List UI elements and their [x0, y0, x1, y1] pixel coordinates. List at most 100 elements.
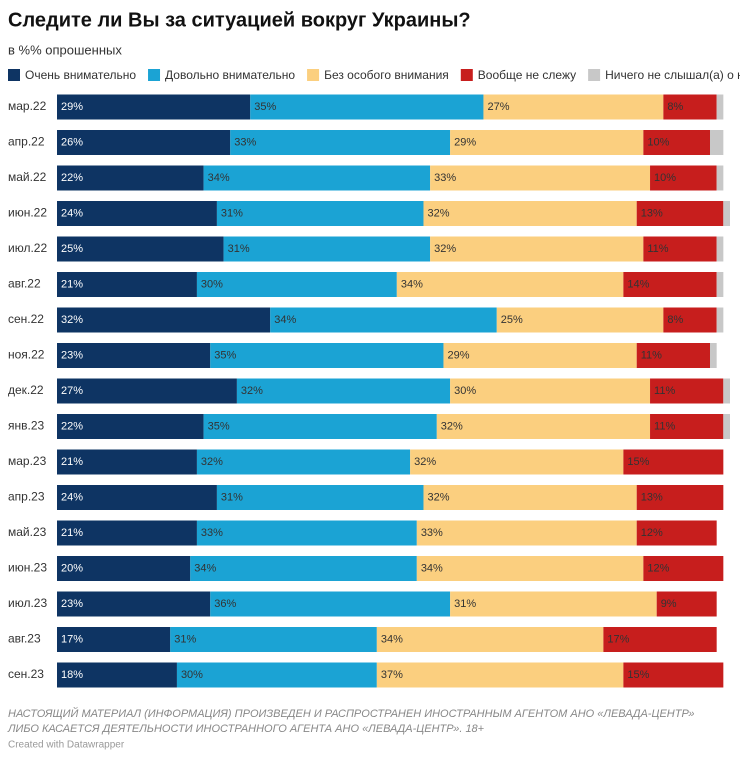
legend-label: Ничего не слышал(а) о ней: [605, 68, 740, 82]
bar-segment: [376, 627, 604, 652]
data-label: 11%: [654, 420, 675, 432]
data-label: 34%: [208, 172, 230, 184]
bar-segment: [723, 414, 730, 439]
bar-segment: [57, 520, 197, 546]
bar-segment: [496, 307, 664, 333]
bar-segment: [416, 520, 637, 546]
data-label: 33%: [201, 527, 223, 539]
data-label: 34%: [401, 278, 423, 290]
bar-segment: [176, 662, 377, 688]
legend-swatch: [148, 69, 161, 81]
bar-segment: [623, 272, 717, 297]
legend-label: Без особого внимания: [324, 68, 449, 82]
bar-segment: [450, 130, 644, 155]
data-label: 15%: [627, 456, 649, 468]
data-label: 18%: [61, 669, 83, 681]
bar-segment: [57, 94, 251, 120]
bar-segment: [450, 591, 657, 617]
bar-segment: [623, 449, 724, 475]
bar-segment: [716, 94, 724, 120]
data-label: 23%: [61, 598, 83, 610]
bar-segment: [716, 307, 724, 333]
data-label: 31%: [228, 243, 250, 255]
data-label: 8%: [667, 101, 683, 113]
bar-segment: [57, 591, 211, 617]
bar-segment: [656, 591, 717, 617]
data-label: 34%: [274, 314, 296, 326]
legend-label: Очень внимательно: [25, 68, 136, 82]
bar-segment: [57, 485, 217, 510]
y-tick-label: июл.22: [8, 241, 47, 255]
data-label: 29%: [447, 349, 469, 361]
data-label: 34%: [194, 562, 216, 574]
y-tick-label: апр.22: [8, 135, 45, 149]
bar-segment: [716, 165, 724, 191]
legend-swatch: [8, 69, 20, 81]
bar-segment: [57, 307, 271, 333]
bar-segment: [210, 343, 444, 368]
bar-segment: [376, 662, 624, 688]
data-label: 31%: [174, 633, 196, 645]
data-label: 27%: [61, 385, 83, 397]
data-label: 35%: [208, 420, 230, 432]
data-label: 33%: [234, 136, 256, 148]
y-tick-label: дек.22: [8, 383, 44, 397]
data-label: 35%: [254, 101, 276, 113]
data-label: 32%: [441, 420, 463, 432]
data-label: 30%: [454, 385, 476, 397]
y-tick-label: июн.23: [8, 561, 47, 575]
bar-segment: [57, 556, 191, 581]
bar-segment: [57, 236, 224, 262]
bar-segment: [57, 627, 171, 652]
bar-segment: [723, 378, 730, 404]
bar-segment: [636, 485, 724, 510]
y-tick-label: июл.23: [8, 596, 47, 610]
data-label: 13%: [641, 207, 663, 219]
data-label: 32%: [414, 456, 436, 468]
chart-subtitle: в %% опрошенных: [8, 42, 122, 57]
data-label: 30%: [201, 278, 223, 290]
y-tick-label: авг.23: [8, 632, 41, 646]
bar-segment: [170, 627, 377, 652]
bar-segment: [663, 94, 717, 120]
data-label: 21%: [61, 456, 83, 468]
data-label: 8%: [667, 314, 683, 326]
y-tick-label: май.23: [8, 525, 47, 539]
bar-segment: [236, 378, 451, 404]
data-label: 26%: [61, 136, 83, 148]
bar-segment: [636, 520, 717, 546]
bar-segment: [216, 201, 424, 226]
bar-segment: [216, 485, 424, 510]
y-tick-label: сен.23: [8, 667, 44, 681]
bar-segment: [423, 485, 637, 510]
bar-segment: [203, 165, 431, 191]
bar-segment: [710, 130, 724, 155]
bar-segment: [270, 307, 497, 333]
data-label: 32%: [61, 314, 83, 326]
bar-segment: [650, 414, 724, 439]
data-label: 22%: [61, 172, 83, 184]
data-label: 9%: [661, 598, 677, 610]
y-tick-label: июн.22: [8, 206, 47, 220]
data-label: 21%: [61, 278, 83, 290]
bar-segment: [57, 414, 204, 439]
bar-segment: [650, 378, 724, 404]
data-label: 10%: [654, 172, 676, 184]
bar-segment: [57, 130, 231, 155]
y-tick-label: янв.23: [8, 419, 45, 433]
bar-segment: [723, 201, 730, 226]
bar-segment: [710, 343, 717, 368]
bar-segment: [643, 130, 711, 155]
data-label: 30%: [181, 669, 203, 681]
data-label: 31%: [454, 598, 476, 610]
data-label: 33%: [434, 172, 456, 184]
legend-label: Довольно внимательно: [165, 68, 295, 82]
data-label: 11%: [641, 349, 662, 361]
bar-segment: [483, 94, 664, 120]
bar-segment: [636, 343, 711, 368]
bar-segment: [450, 378, 651, 404]
bar-segment: [650, 165, 717, 191]
bar-segment: [663, 307, 717, 333]
bar-segment: [57, 662, 177, 688]
